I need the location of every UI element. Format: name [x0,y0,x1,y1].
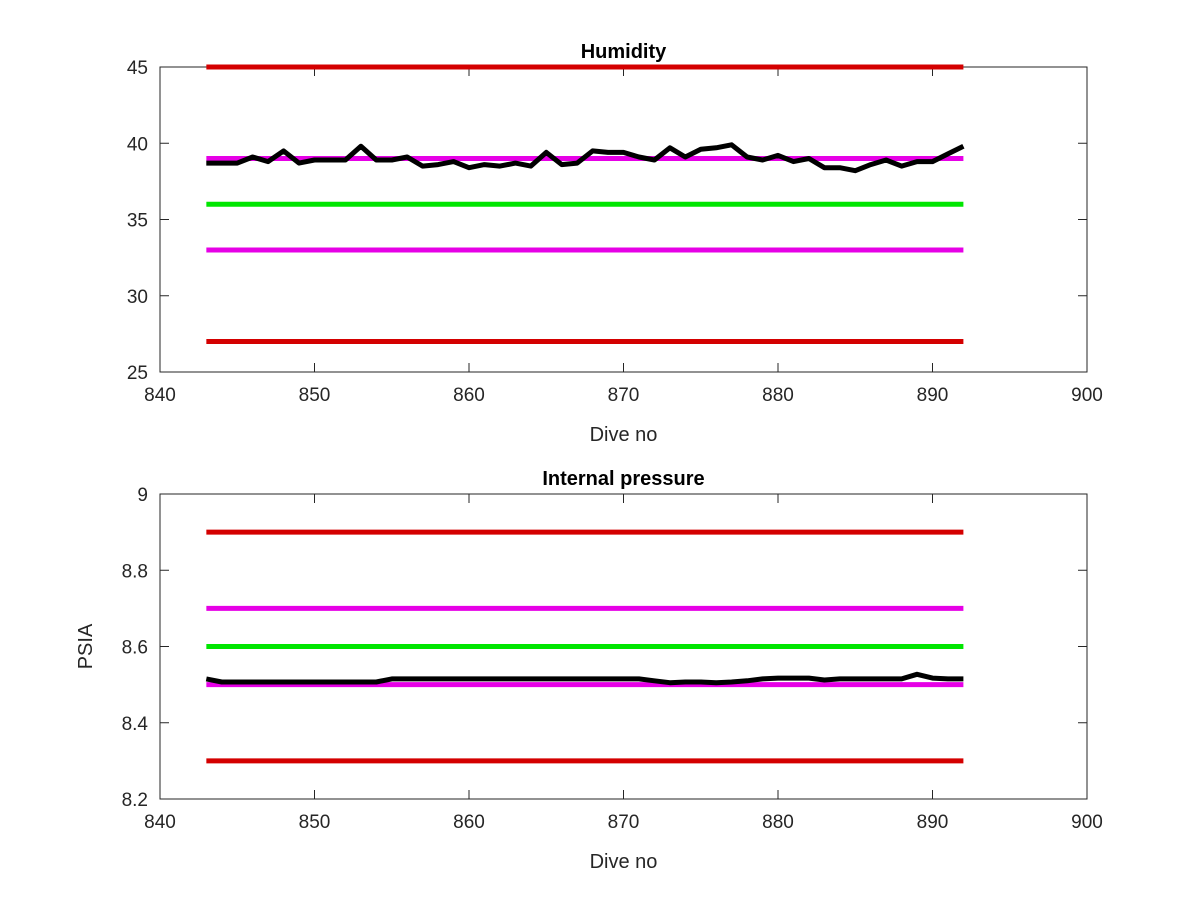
pressure-ticks [159,493,1088,800]
pressure-x-tick-label: 860 [453,812,485,833]
humidity-x-tick-label: 870 [608,385,640,406]
humidity-x-axis-label: Dive no [590,424,658,446]
humidity-y-tick-label: 40 [127,134,148,155]
pressure-y-tick-label: 8.2 [122,790,148,811]
humidity-x-tick-label: 860 [453,385,485,406]
humidity-data-line [206,142,965,174]
humidity-x-tick-label: 900 [1071,385,1103,406]
humidity-series [206,142,965,174]
humidity-reference-lines [206,64,964,344]
pressure-y-tick-label: 9 [137,485,148,506]
humidity-y-tick-label: 45 [127,58,148,79]
humidity-x-tick-label: 850 [299,385,331,406]
humidity-y-tick-label: 30 [127,287,148,308]
humidity-tick-labels: 840 850 860 870 880 890 900 25 30 35 40 45 [127,58,1103,406]
internal-pressure-panel: 840 850 860 870 880 890 900 8.2 8.4 8.6 8.8 9 Inter… [75,468,1103,873]
pressure-x-axis-label: Dive no [590,851,658,873]
pressure-y-tick-label: 8.8 [122,561,148,582]
pressure-x-tick-label: 870 [608,812,640,833]
humidity-x-tick-label: 880 [762,385,794,406]
pressure-data-line [205,671,964,686]
humidity-axes-box [159,66,1088,373]
pressure-title: Internal pressure [542,468,704,490]
pressure-x-tick-label: 840 [144,812,176,833]
pressure-series [205,671,964,686]
humidity-y-tick-label: 35 [127,211,148,232]
humidity-y-tick-label: 25 [127,363,148,384]
pressure-y-tick-label: 8.6 [122,638,148,659]
pressure-reference-lines [206,529,964,764]
pressure-y-tick-label: 8.4 [122,714,149,735]
pressure-x-tick-label: 880 [762,812,794,833]
humidity-x-tick-label: 890 [917,385,949,406]
pressure-x-tick-label: 890 [917,812,949,833]
humidity-panel: 840 850 860 870 880 890 900 25 30 35 40 45 Humidity… [127,41,1103,446]
pressure-y-axis-label: PSIA [75,623,97,669]
humidity-x-tick-label: 840 [144,385,176,406]
pressure-tick-labels: 840 850 860 870 880 890 900 8.2 8.4 8.6 8.8 9 [122,485,1103,833]
pressure-x-tick-label: 850 [299,812,331,833]
pressure-x-tick-label: 900 [1071,812,1103,833]
humidity-title: Humidity [581,41,667,63]
